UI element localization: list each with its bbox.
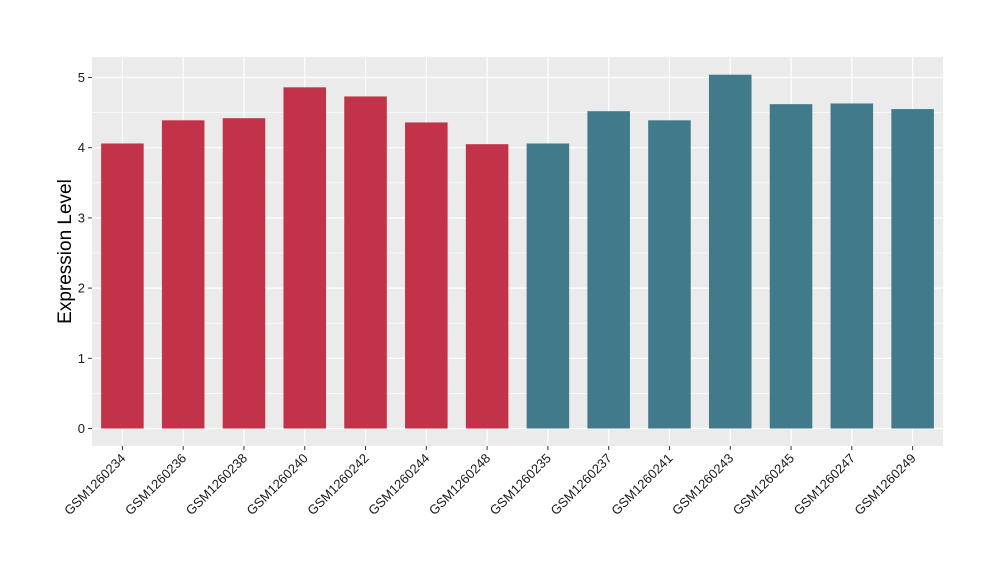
x-tick-label: GSM1260249 <box>851 451 918 518</box>
x-tick-label: GSM1260247 <box>791 451 858 518</box>
x-tick-label: GSM1260240 <box>244 451 311 518</box>
bar <box>526 143 570 429</box>
y-tick-label: 2 <box>78 281 85 296</box>
bar <box>405 122 448 429</box>
bar <box>708 74 752 429</box>
x-axis: GSM1260234GSM1260236GSM1260238GSM1260240… <box>61 446 919 518</box>
x-tick-label: GSM1260234 <box>61 451 128 518</box>
plot-panel <box>92 57 943 446</box>
bar <box>283 87 327 429</box>
y-tick-label: 0 <box>78 421 85 436</box>
bar <box>648 120 691 429</box>
y-tick-label: 1 <box>78 351 85 366</box>
x-tick-label: GSM1260244 <box>365 451 432 518</box>
bar <box>101 143 144 429</box>
x-tick-label: GSM1260243 <box>669 451 736 518</box>
y-tick-label: 3 <box>78 210 85 225</box>
bar <box>891 109 934 429</box>
x-tick-label: GSM1260241 <box>608 451 675 518</box>
y-axis-label: Expression Level <box>55 179 76 324</box>
y-tick-label: 5 <box>78 70 85 85</box>
bar <box>830 103 874 429</box>
x-tick-label: GSM1260237 <box>547 451 614 518</box>
x-tick-label: GSM1260242 <box>304 451 371 518</box>
bar-series <box>101 74 934 429</box>
y-tick-label: 4 <box>78 140 85 155</box>
bar <box>769 104 813 429</box>
bar <box>161 120 205 429</box>
bar <box>465 144 509 429</box>
y-axis: 0 1 2 3 4 5 <box>78 70 92 436</box>
bar <box>222 118 266 429</box>
bar <box>344 96 387 429</box>
x-tick-label: GSM1260248 <box>426 451 493 518</box>
bar <box>587 111 630 429</box>
x-tick-label: GSM1260238 <box>183 451 250 518</box>
x-tick-label: GSM1260236 <box>122 451 189 518</box>
x-tick-label: GSM1260245 <box>730 451 797 518</box>
x-tick-label: GSM1260235 <box>487 451 554 518</box>
